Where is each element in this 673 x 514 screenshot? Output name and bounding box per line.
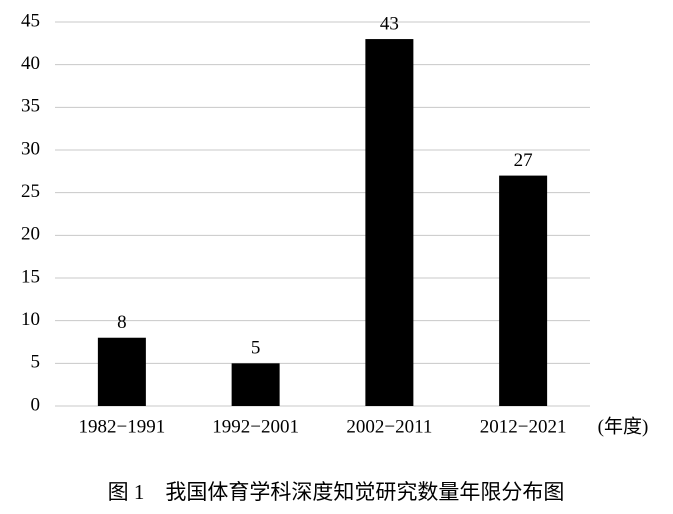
bar [499, 175, 548, 406]
data-label: 5 [251, 338, 261, 359]
y-tick-label: 30 [21, 138, 40, 159]
data-label: 27 [514, 150, 533, 171]
bar [97, 337, 146, 406]
bar [365, 39, 414, 407]
y-tick-label: 20 [21, 224, 40, 245]
y-tick-label: 10 [21, 309, 40, 330]
y-tick-label: 25 [21, 181, 40, 202]
y-tick-label: 15 [21, 266, 40, 287]
data-label: 8 [117, 312, 127, 333]
y-tick-label: 5 [31, 352, 41, 373]
y-tick-label: 45 [21, 10, 40, 31]
x-tick-label: 1982−1991 [79, 416, 166, 437]
x-tick-label: 2002−2011 [346, 416, 432, 437]
y-tick-label: 40 [21, 53, 40, 74]
x-tick-label: 2012−2021 [480, 416, 567, 437]
x-tick-label: 1992−2001 [212, 416, 299, 437]
data-label: 43 [380, 13, 399, 34]
x-axis-label: (年度) [598, 415, 649, 437]
y-tick-label: 0 [31, 394, 41, 415]
y-tick-label: 35 [21, 96, 40, 117]
chart-title: 图 1 我国体育学科深度知觉研究数量年限分布图 [108, 480, 565, 504]
bar [231, 363, 280, 406]
